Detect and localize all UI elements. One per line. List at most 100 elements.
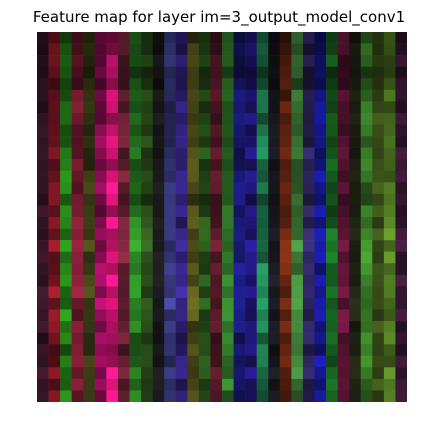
heatmap-cell	[302, 205, 315, 218]
heatmap-cell	[198, 55, 211, 67]
heatmap-cell	[337, 89, 350, 102]
heatmap-cell	[60, 390, 72, 402]
heatmap-cell	[210, 240, 223, 252]
heatmap-cell	[245, 193, 257, 206]
heatmap-cell	[129, 240, 142, 252]
heatmap-cell	[268, 112, 281, 125]
heatmap-cell	[83, 355, 96, 368]
heatmap-cell	[152, 297, 165, 310]
heatmap-cell	[71, 228, 84, 241]
heatmap-cell	[233, 228, 246, 241]
heatmap-cell	[175, 124, 188, 137]
heatmap-cell	[314, 263, 327, 276]
heatmap-cell	[314, 286, 327, 299]
heatmap-cell	[395, 240, 407, 252]
heatmap-cell	[117, 251, 130, 264]
heatmap-cell	[152, 136, 165, 148]
heatmap-cell	[94, 112, 107, 125]
heatmap-cell	[198, 66, 211, 79]
heatmap-cell	[141, 286, 153, 299]
heatmap-cell	[233, 251, 246, 264]
heatmap-cell	[314, 251, 327, 264]
heatmap-cell	[187, 286, 200, 299]
heatmap-cell	[37, 78, 49, 91]
heatmap-cell	[245, 286, 257, 299]
heatmap-cell	[256, 297, 269, 310]
heatmap-cell	[48, 321, 61, 333]
heatmap-cell	[383, 182, 396, 195]
heatmap-cell	[222, 43, 234, 56]
heatmap-cell	[83, 101, 96, 114]
heatmap-cell	[349, 367, 362, 380]
heatmap-cell	[141, 321, 153, 333]
heatmap-cell	[164, 170, 177, 183]
heatmap-cell	[83, 147, 96, 160]
heatmap-cell	[302, 55, 315, 67]
heatmap-cell	[48, 182, 61, 195]
heatmap-cell	[164, 286, 177, 299]
heatmap-cell	[291, 66, 304, 79]
heatmap-cell	[337, 32, 350, 44]
heatmap-cell	[164, 78, 177, 91]
heatmap-cell	[383, 193, 396, 206]
heatmap-cell	[349, 170, 362, 183]
heatmap-cell	[106, 378, 119, 391]
heatmap-cell	[187, 78, 200, 91]
heatmap-cell	[233, 78, 246, 91]
heatmap-cell	[314, 240, 327, 252]
heatmap-cell	[383, 136, 396, 148]
heatmap-cell	[37, 251, 49, 264]
heatmap-cell	[326, 159, 338, 172]
heatmap-cell	[233, 89, 246, 102]
heatmap-cell	[395, 124, 407, 137]
heatmap-cell	[395, 78, 407, 91]
heatmap-cell	[141, 159, 153, 172]
heatmap-cell	[94, 390, 107, 402]
chart-title: Feature map for layer im=3_output_model_…	[32, 8, 406, 26]
heatmap-cell	[245, 205, 257, 218]
heatmap-cell	[268, 78, 281, 91]
heatmap-cell	[256, 124, 269, 137]
heatmap-cell	[152, 378, 165, 391]
heatmap-cell	[187, 182, 200, 195]
heatmap-cell	[37, 193, 49, 206]
heatmap-cell	[141, 274, 153, 287]
heatmap-cell	[256, 240, 269, 252]
heatmap-cell	[83, 297, 96, 310]
heatmap-cell	[256, 112, 269, 125]
heatmap-cell	[372, 170, 385, 183]
heatmap-cell	[349, 378, 362, 391]
heatmap-cell	[94, 297, 107, 310]
heatmap-cell	[233, 321, 246, 333]
heatmap-cell	[37, 297, 49, 310]
heatmap-cell	[291, 390, 304, 402]
heatmap-cell	[175, 78, 188, 91]
heatmap-cell	[268, 321, 281, 333]
heatmap-cell	[141, 297, 153, 310]
heatmap-cell	[71, 378, 84, 391]
heatmap-cell	[360, 101, 373, 114]
heatmap-cell	[94, 89, 107, 102]
heatmap-cell	[372, 55, 385, 67]
heatmap-cell	[326, 286, 338, 299]
heatmap-cell	[187, 43, 200, 56]
heatmap-cell	[37, 355, 49, 368]
heatmap-cell	[233, 170, 246, 183]
heatmap-cell	[164, 332, 177, 345]
heatmap-cell	[337, 217, 350, 229]
heatmap-cell	[349, 297, 362, 310]
heatmap-cell	[152, 263, 165, 276]
heatmap-cell	[48, 136, 61, 148]
heatmap-cell	[210, 170, 223, 183]
heatmap-cell	[222, 217, 234, 229]
heatmap-cell	[164, 205, 177, 218]
heatmap-cell	[210, 355, 223, 368]
heatmap-cell	[37, 274, 49, 287]
heatmap-cell	[141, 193, 153, 206]
heatmap-cell	[106, 43, 119, 56]
heatmap-cell	[94, 78, 107, 91]
heatmap-cell	[383, 274, 396, 287]
heatmap-cell	[152, 55, 165, 67]
heatmap-cell	[187, 101, 200, 114]
heatmap-cell	[302, 66, 315, 79]
